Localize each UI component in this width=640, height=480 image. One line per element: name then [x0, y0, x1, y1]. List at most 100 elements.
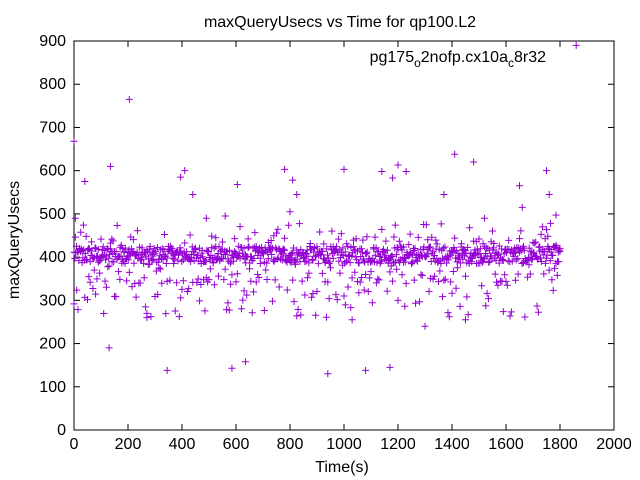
data-point	[514, 255, 522, 263]
data-point	[124, 256, 132, 264]
data-point	[518, 259, 526, 267]
data-point	[202, 257, 210, 265]
data-point	[336, 269, 344, 277]
x-tick-label: 800	[277, 436, 304, 453]
data-point	[541, 259, 549, 267]
data-point-outlier	[451, 150, 459, 158]
data-point	[169, 247, 177, 255]
data-point	[112, 293, 120, 301]
data-point	[533, 302, 541, 310]
data-point	[183, 248, 191, 256]
data-point	[364, 288, 372, 296]
data-point	[551, 264, 559, 272]
data-point	[507, 308, 515, 316]
data-point	[239, 296, 247, 304]
data-point	[392, 251, 400, 259]
data-point	[256, 259, 264, 267]
data-point	[129, 236, 137, 244]
data-point	[366, 274, 374, 282]
data-point	[100, 309, 108, 317]
legend-entry-label: pg175o2nofp.cx10ac8r32	[370, 49, 547, 70]
data-point	[240, 287, 248, 295]
data-point	[337, 230, 345, 238]
x-tick-label: 600	[223, 436, 250, 453]
data-point	[316, 228, 324, 236]
data-point	[182, 252, 190, 260]
data-point	[480, 254, 488, 262]
data-point	[395, 237, 403, 245]
data-point	[486, 257, 494, 265]
data-point-outlier	[543, 167, 550, 175]
data-point	[130, 259, 138, 267]
data-point	[448, 289, 456, 297]
data-point	[495, 242, 503, 250]
data-point	[221, 265, 229, 273]
data-point	[482, 302, 490, 310]
data-point	[398, 246, 406, 254]
x-tick-label: 1800	[542, 436, 578, 453]
data-point	[410, 276, 418, 284]
data-point	[525, 261, 533, 269]
data-point	[323, 245, 331, 253]
data-point-outlier	[105, 344, 113, 352]
data-point	[381, 253, 388, 261]
data-point	[555, 258, 563, 266]
data-point	[326, 258, 334, 266]
data-point	[332, 243, 340, 251]
data-point	[502, 277, 510, 285]
data-point	[327, 264, 334, 272]
data-point	[443, 252, 451, 260]
data-point	[344, 283, 352, 291]
data-point	[429, 275, 437, 283]
data-point	[71, 254, 79, 262]
data-point	[146, 260, 154, 268]
data-point	[310, 245, 318, 253]
data-point	[90, 266, 98, 274]
data-point	[480, 255, 488, 263]
data-point	[494, 281, 502, 289]
data-point	[232, 278, 240, 286]
data-point	[91, 244, 99, 252]
data-point	[274, 225, 282, 233]
data-point	[88, 247, 96, 255]
data-point	[227, 280, 235, 288]
data-point	[363, 248, 371, 256]
data-point	[235, 242, 243, 250]
data-point	[174, 257, 182, 265]
data-point	[145, 246, 153, 254]
data-point	[408, 260, 415, 268]
y-tick-label: 700	[39, 119, 66, 136]
data-point	[548, 276, 556, 284]
x-tick-label: 1600	[488, 436, 524, 453]
data-point	[308, 256, 316, 264]
data-point	[325, 295, 333, 303]
data-point	[444, 309, 452, 317]
data-point	[363, 233, 371, 241]
data-point	[178, 285, 186, 293]
data-point	[347, 304, 355, 312]
data-point	[214, 272, 222, 280]
data-point	[508, 257, 516, 265]
data-point	[382, 237, 390, 245]
data-point	[355, 289, 363, 297]
data-point	[123, 277, 131, 285]
data-point	[236, 223, 244, 231]
data-point	[204, 247, 212, 255]
data-point	[86, 258, 94, 266]
data-point	[120, 248, 128, 256]
data-point	[358, 245, 366, 253]
data-point	[517, 227, 525, 235]
data-point	[169, 254, 177, 262]
data-point	[94, 245, 102, 253]
data-point	[281, 234, 289, 242]
data-point	[493, 278, 501, 286]
data-point	[403, 250, 411, 258]
x-axis-label: Time(s)	[315, 459, 369, 476]
data-point	[117, 252, 125, 260]
data-point	[449, 267, 457, 275]
data-point	[441, 275, 449, 283]
x-tick-label: 200	[115, 436, 142, 453]
data-point	[116, 275, 124, 283]
data-point	[251, 229, 259, 237]
data-point	[231, 235, 239, 243]
